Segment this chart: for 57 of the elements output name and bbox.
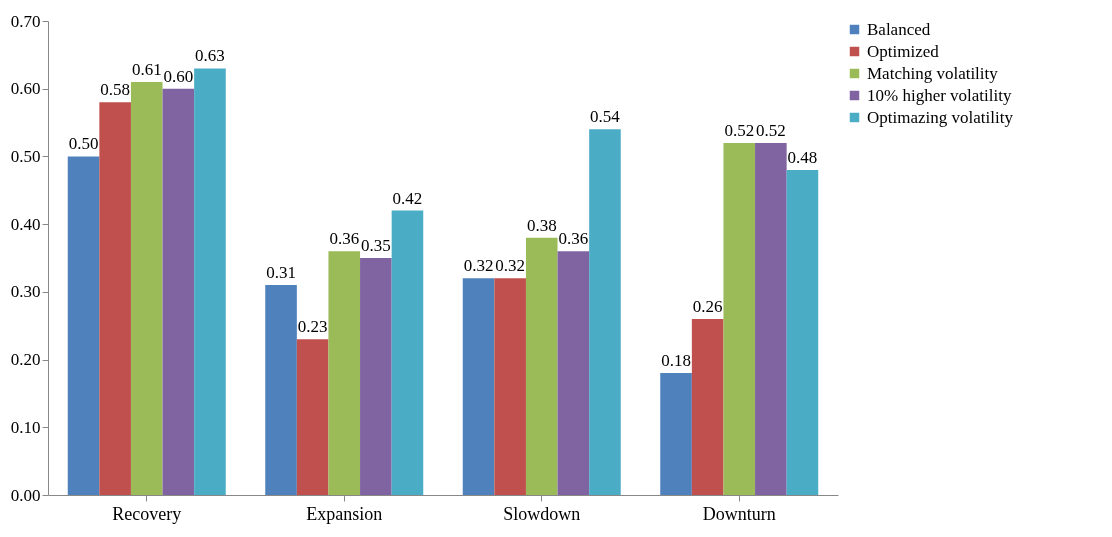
- data-label: 0.32: [463, 256, 494, 276]
- legend-label: Matching volatility: [867, 63, 999, 83]
- bar: [462, 278, 495, 495]
- bar: [525, 237, 558, 495]
- data-label: 0.52: [755, 120, 786, 140]
- bar: [194, 68, 226, 495]
- bar: [494, 278, 526, 495]
- data-label: 0.36: [329, 229, 360, 249]
- bar: [162, 88, 195, 495]
- legend-label: Optimazing volatility: [867, 107, 1014, 127]
- y-tick-label: 0.50: [10, 146, 41, 166]
- bar: [786, 169, 819, 495]
- data-label: 0.52: [724, 120, 755, 140]
- data-label: 0.36: [558, 229, 589, 249]
- bar: [755, 142, 787, 495]
- y-tick-label: 0.30: [10, 282, 41, 302]
- bar: [265, 285, 297, 495]
- x-tick-label: Recovery: [112, 503, 182, 524]
- x-tick-label: Slowdown: [503, 503, 581, 524]
- data-label: 0.61: [131, 59, 162, 79]
- y-tick-label: 0.60: [10, 79, 41, 99]
- y-tick-label: 0.40: [10, 214, 41, 234]
- data-label: 0.26: [692, 296, 723, 316]
- data-label: 0.48: [787, 147, 818, 167]
- bar: [557, 251, 590, 495]
- bar: [691, 318, 724, 495]
- bar: [360, 258, 392, 495]
- data-label: 0.63: [195, 46, 225, 66]
- bar: [296, 339, 329, 495]
- x-tick-label: Downturn: [702, 503, 776, 524]
- bar: [660, 373, 692, 495]
- bar: [130, 81, 163, 495]
- legend-label: Optimized: [867, 41, 940, 61]
- data-label: 0.42: [392, 188, 423, 208]
- data-label: 0.50: [68, 134, 99, 154]
- data-label: 0.58: [100, 80, 131, 100]
- data-label: 0.18: [661, 351, 691, 371]
- legend-label: 10% higher volatility: [867, 85, 1012, 105]
- data-label: 0.35: [360, 236, 391, 255]
- bar: [67, 156, 100, 495]
- data-label: 0.23: [297, 317, 328, 337]
- bar: [391, 210, 424, 495]
- data-label: 0.54: [590, 107, 621, 127]
- y-tick-label: 0.00: [10, 485, 41, 505]
- y-tick-label: 0.20: [10, 350, 41, 370]
- bar: [99, 102, 131, 495]
- bar: [589, 129, 621, 495]
- data-label: 0.32: [495, 256, 526, 276]
- y-tick-label: 0.10: [10, 417, 41, 437]
- legend-label: Balanced: [867, 19, 931, 39]
- data-label: 0.38: [526, 215, 557, 235]
- x-tick-label: Expansion: [306, 503, 383, 524]
- bar: [723, 142, 756, 495]
- bar: [328, 251, 361, 495]
- data-label: 0.31: [266, 263, 296, 283]
- data-label: 0.60: [163, 66, 194, 86]
- y-tick-label: 0.70: [10, 11, 41, 31]
